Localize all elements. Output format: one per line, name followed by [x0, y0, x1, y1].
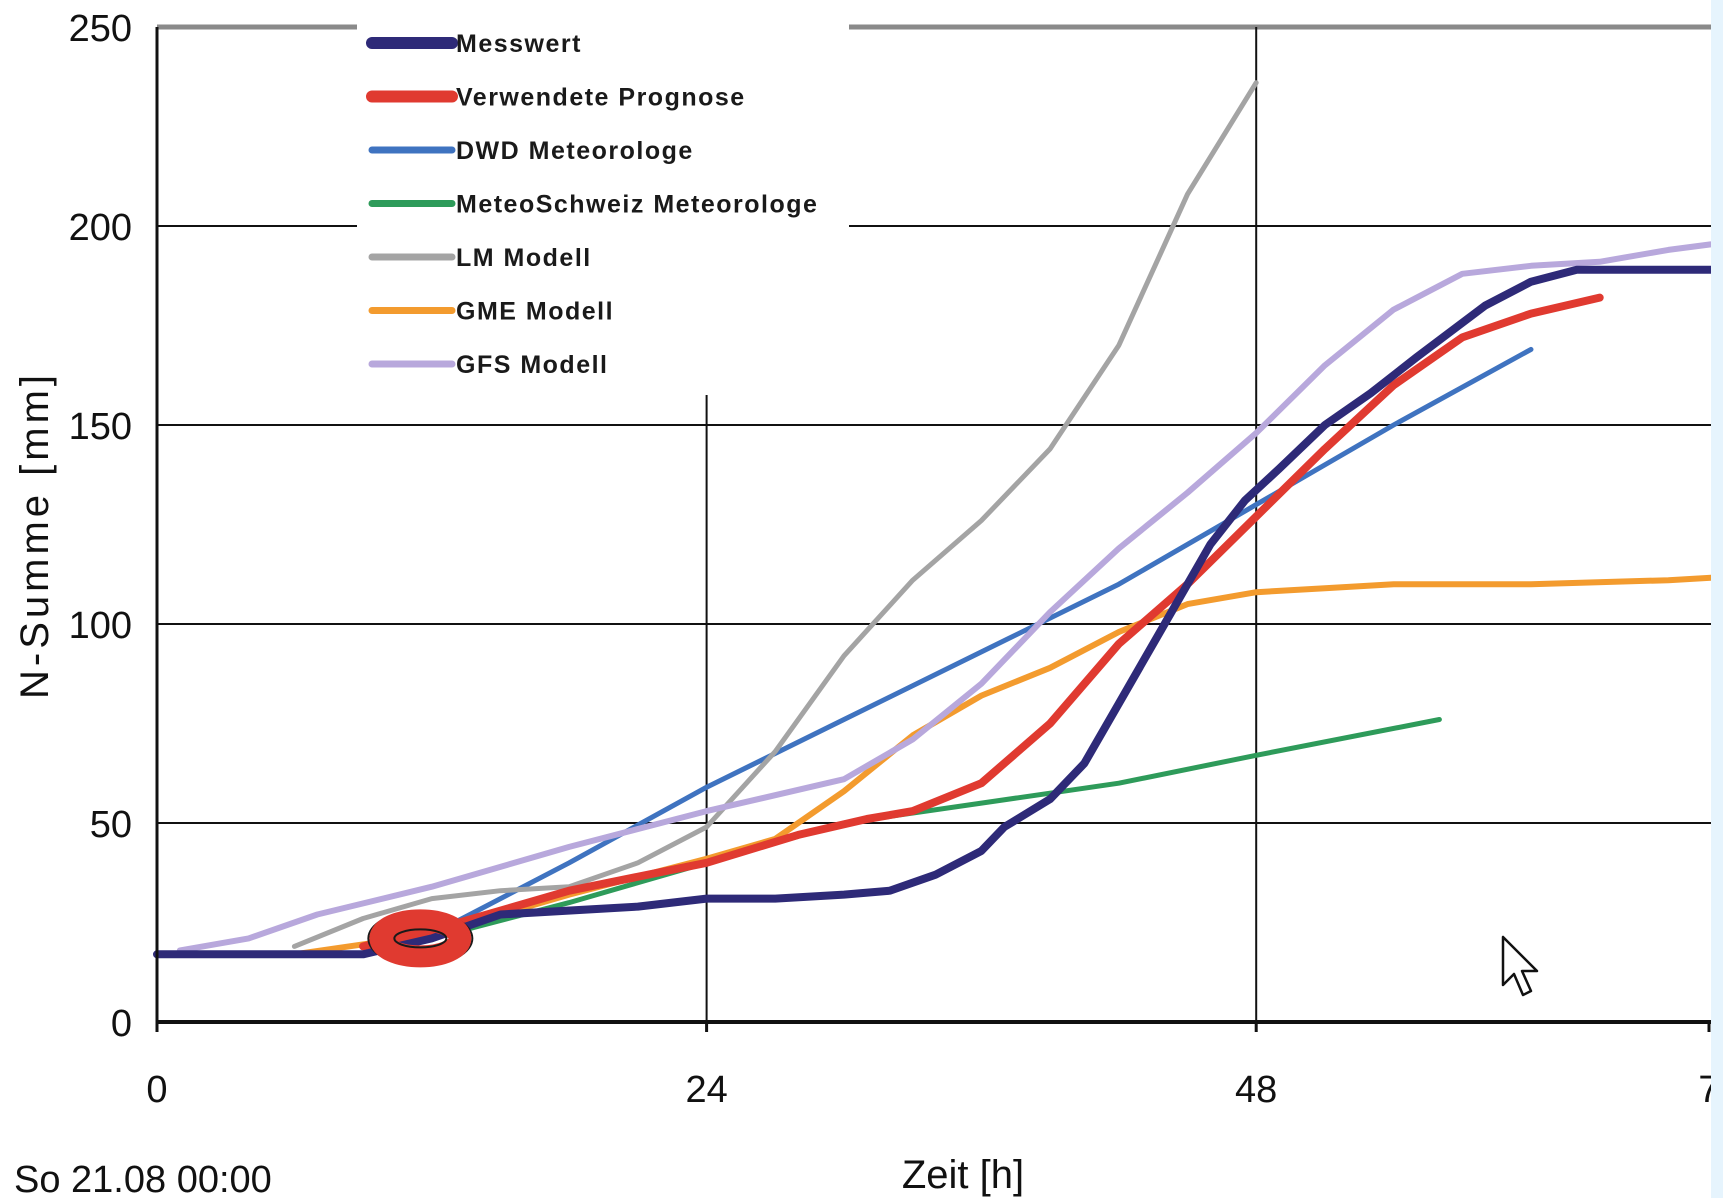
series-line-gfs-modell [176, 239, 1723, 954]
series-line-verwendete-prognose [359, 293, 1604, 951]
footer-date: So 21.08 00:00 [14, 1159, 272, 1198]
legend-label-5: GME Modell [456, 298, 614, 326]
legend-label-1: Verwendete Prognose [456, 84, 746, 112]
annotation-ring [369, 909, 472, 968]
axes [155, 27, 1711, 1032]
legend-label-0: Messwert [456, 30, 582, 58]
y-tick-label-250: 250 [69, 8, 132, 50]
labels: 0 50 100 150 200 250 0 24 48 7 N-Summe [mm] Zeit [h… [13, 8, 1720, 1201]
mouse-pointer-icon [1501, 935, 1539, 997]
side-strip [1711, 0, 1723, 1198]
legend-label-4: LM Modell [456, 244, 592, 272]
y-tick-label-50: 50 [90, 804, 132, 846]
y-tick-label-200: 200 [69, 207, 132, 249]
series-line-lm-modell [291, 80, 1259, 949]
x-tick-label-24: 24 [685, 1069, 727, 1111]
legend: Messwert Verwendete Prognose DWD Meteorolo… [357, 15, 849, 395]
x-tick-label-0: 0 [146, 1069, 167, 1111]
x-tick-label-48: 48 [1235, 1069, 1277, 1111]
annotation [367, 909, 474, 968]
series-line-meteoschweiz-meteorologe [429, 717, 1442, 941]
x-axis-title: Zeit [h] [902, 1153, 1024, 1197]
y-tick-label-150: 150 [69, 406, 132, 448]
series-lines [153, 80, 1723, 959]
y-axis-title: N-Summe [mm] [13, 371, 57, 699]
mouse-pointer-shape [1501, 935, 1539, 997]
x-tick-label-72: 7 [1698, 1069, 1711, 1111]
series-line-messwert [153, 265, 1723, 959]
annotation-ring-inner [393, 928, 448, 949]
y-tick-label-100: 100 [69, 605, 132, 647]
y-tick-label-0: 0 [111, 1003, 132, 1045]
legend-label-2: DWD Meteorologe [456, 137, 694, 165]
legend-label-3: MeteoSchweiz Meteorologe [456, 191, 818, 219]
series-line-dwd-meteorologe [406, 346, 1534, 949]
legend-label-6: GFS Modell [456, 351, 609, 379]
